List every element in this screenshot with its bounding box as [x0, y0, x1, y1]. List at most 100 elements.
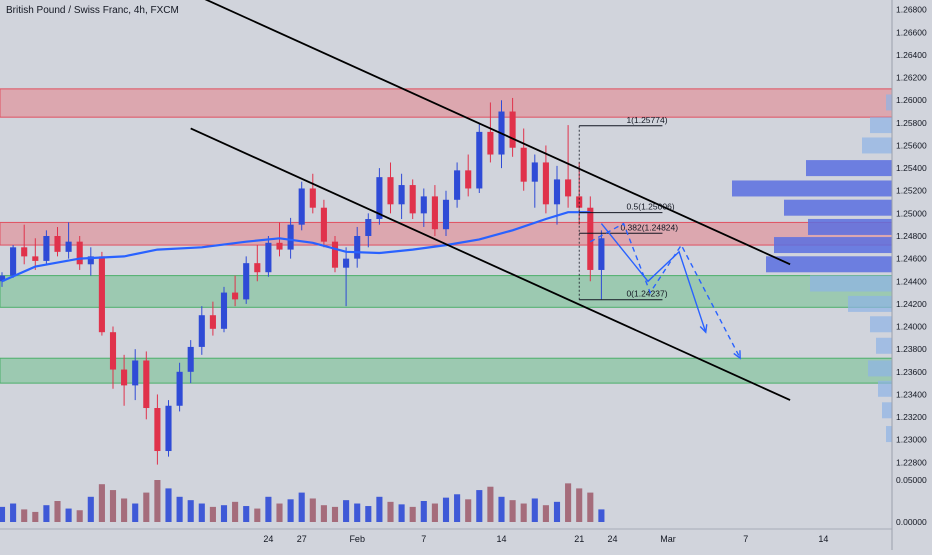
price-tick-16: 1.23600 [896, 367, 927, 377]
volume-bar-18 [198, 503, 205, 522]
candle-body-43 [476, 131, 483, 189]
volume-bar-22 [243, 506, 250, 522]
volume-profile-bar-11 [870, 316, 892, 333]
volume-bar-17 [187, 500, 194, 522]
candle-body-18 [198, 315, 205, 347]
candle-body-30 [331, 241, 339, 268]
volume-profile-bar-6 [808, 218, 892, 235]
candle-body-20 [220, 292, 228, 329]
candle-body-15 [165, 405, 172, 452]
volume-bar-25 [276, 503, 283, 522]
candle-body-16 [176, 371, 183, 406]
time-tick-3: 7 [421, 534, 426, 544]
volume-profile-bar-12 [876, 337, 892, 354]
volume-bar-32 [354, 503, 361, 522]
volume-profile-bar-3 [806, 160, 892, 177]
price-tick-2: 1.26400 [896, 50, 927, 60]
volume-bar-49 [542, 505, 549, 522]
candle-body-14 [154, 408, 161, 452]
volume-bar-23 [254, 508, 261, 522]
candle-body-54 [598, 238, 605, 270]
price-tick-1: 1.26600 [896, 27, 927, 37]
time-tick-9: 14 [818, 534, 828, 544]
volume-profile-bar-2 [862, 137, 892, 154]
projection-path-dashed [589, 222, 741, 359]
volume-bar-20 [220, 505, 228, 522]
volume-bar-43 [476, 490, 483, 522]
volume-layer [0, 480, 605, 522]
price-tick-13: 1.24200 [896, 299, 927, 309]
volume-bar-16 [176, 496, 183, 522]
volume-profile-bar-9 [810, 275, 892, 292]
volume-bar-6 [65, 508, 72, 522]
candle-body-28 [309, 188, 316, 208]
volume-profile-layer [732, 94, 892, 443]
candle-body-33 [365, 219, 372, 236]
volume-bar-11 [121, 498, 128, 522]
volume-bar-38 [420, 501, 427, 522]
candle-body-29 [320, 207, 327, 242]
volume-bar-24 [265, 496, 272, 522]
fib-level-label-3: 0(1.24237) [626, 289, 667, 299]
price-tick-4: 1.26000 [896, 95, 927, 105]
volume-bar-33 [365, 506, 372, 522]
volume-profile-bar-0 [886, 94, 892, 111]
candle-body-8 [87, 256, 94, 265]
volume-bar-9 [98, 484, 105, 522]
time-tick-8: 7 [743, 534, 748, 544]
candle-body-22 [243, 263, 250, 300]
volume-bar-21 [232, 501, 239, 522]
volume-bar-39 [431, 503, 438, 522]
candle-body-49 [542, 162, 549, 205]
candle-body-9 [98, 256, 105, 333]
time-tick-1: 27 [297, 534, 307, 544]
chart-title: British Pound / Swiss Franc, 4h, FXCM [6, 5, 179, 16]
candle-body-47 [520, 147, 527, 182]
volume-bar-46 [509, 500, 516, 522]
projection-arrowhead-solid [699, 324, 708, 334]
candle-body-40 [442, 199, 450, 230]
candle-body-38 [420, 196, 427, 214]
candle-body-23 [254, 263, 261, 273]
fib-level-label-2: 0.382(1.24824) [620, 222, 678, 232]
volume-bar-51 [565, 483, 572, 522]
volume-bar-13 [143, 492, 150, 522]
candle-body-21 [232, 292, 239, 300]
volume-bar-37 [409, 506, 416, 522]
price-tick-18: 1.23200 [896, 412, 927, 422]
volume-bar-26 [287, 499, 294, 522]
volume-bar-12 [132, 503, 139, 522]
candle-body-50 [553, 179, 561, 205]
volume-bar-2 [21, 509, 28, 522]
volume-bar-15 [165, 488, 172, 522]
time-tick-5: 21 [574, 534, 584, 544]
fib-level-label-0: 1(1.25774) [626, 115, 667, 125]
candle-body-48 [531, 162, 538, 182]
volume-bar-44 [487, 486, 494, 522]
volume-bar-10 [109, 490, 117, 522]
volume-profile-bar-14 [878, 380, 892, 397]
volume-bar-28 [309, 498, 316, 522]
projection-layer [589, 222, 741, 360]
candle-body-31 [343, 258, 350, 268]
candle-body-12 [132, 360, 139, 386]
volume-bar-4 [43, 505, 50, 522]
candle-body-7 [76, 241, 83, 265]
price-tick-8: 1.25200 [896, 186, 927, 196]
fibonacci-layer: 1(1.25774) 0.5(1.25006) 0.382(1.24824) 0(1.… [578, 115, 678, 301]
volume-profile-bar-4 [732, 180, 892, 197]
channel-line-1 [190, 127, 791, 401]
price-tick-9: 1.25000 [896, 208, 927, 218]
price-tick-12: 1.24400 [896, 276, 927, 286]
candle-body-6 [65, 241, 72, 252]
fib-level-label-1: 0.5(1.25006) [626, 202, 674, 212]
candle-body-42 [465, 170, 472, 189]
time-tick-2: Feb [349, 534, 365, 544]
volume-bar-8 [87, 496, 94, 522]
volume-bar-48 [531, 498, 538, 522]
candle-body-53 [587, 207, 594, 270]
volume-bar-40 [442, 497, 450, 522]
candle-body-13 [143, 360, 150, 409]
